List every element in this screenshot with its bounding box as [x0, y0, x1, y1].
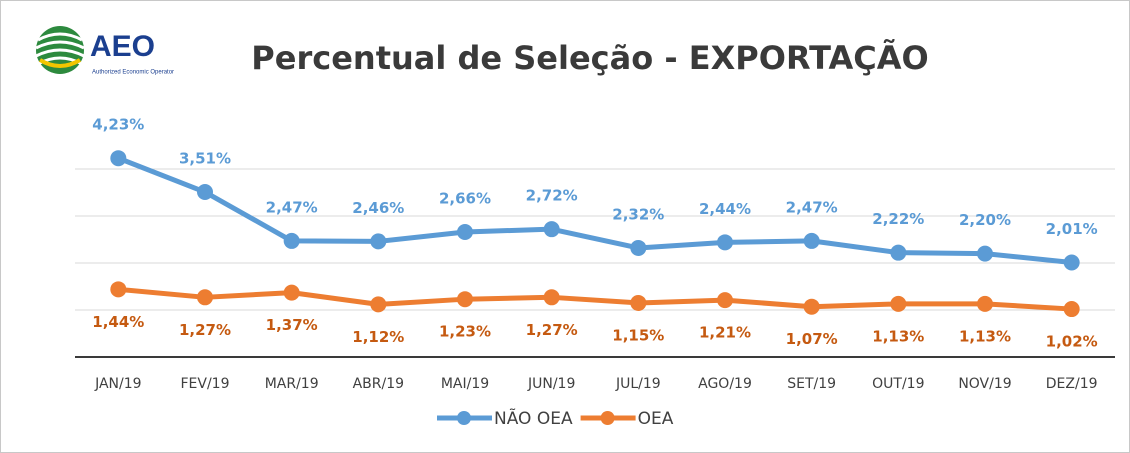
data-label: 1,27%	[526, 321, 578, 339]
data-label: 1,07%	[786, 330, 838, 348]
data-point	[890, 295, 907, 312]
data-label: 1,13%	[872, 327, 924, 345]
logo-subtitle: Authorized Economic Operator	[92, 70, 174, 76]
data-label: 1,27%	[179, 321, 231, 339]
data-point	[630, 239, 647, 256]
data-label: 2,44%	[699, 200, 751, 218]
x-tick-label: MAI/19	[441, 376, 489, 392]
data-label: 2,47%	[266, 198, 318, 216]
x-tick-label: SET/19	[787, 376, 836, 392]
data-label: 1,44%	[92, 313, 144, 331]
data-label: 1,21%	[699, 324, 751, 342]
data-label: 1,13%	[959, 327, 1011, 345]
x-tick-label: MAR/19	[265, 376, 319, 392]
data-point	[543, 289, 560, 306]
data-point	[197, 184, 213, 201]
chart-title: Percentual de Seleção - EXPORTAÇÃO	[251, 39, 928, 77]
data-label: 1,15%	[612, 326, 664, 344]
x-tick-label: ABR/19	[353, 376, 404, 392]
data-point	[457, 291, 473, 308]
data-point	[977, 295, 993, 312]
data-label: 1,23%	[439, 323, 491, 341]
legend-label: NÃO OEA	[494, 407, 573, 429]
legend-marker	[457, 411, 471, 425]
data-point	[283, 284, 300, 301]
data-point	[370, 233, 387, 250]
data-label: 2,22%	[872, 210, 924, 228]
data-point	[197, 289, 213, 306]
data-point	[283, 232, 300, 249]
data-point	[1063, 301, 1080, 318]
data-point	[1063, 254, 1080, 271]
data-label: 2,32%	[612, 205, 664, 223]
x-tick-label: OUT/19	[872, 376, 924, 392]
data-label: 1,12%	[352, 328, 404, 346]
data-label: 4,23%	[92, 116, 144, 134]
x-tick-label: AGO/19	[698, 376, 752, 392]
data-label: 1,37%	[266, 316, 318, 334]
data-label: 2,72%	[526, 187, 578, 205]
logo-text: AEO	[90, 30, 155, 63]
data-point	[803, 298, 820, 315]
data-point	[890, 244, 907, 261]
legend-label: OEA	[638, 409, 674, 429]
x-tick-label: DEZ/19	[1046, 376, 1098, 392]
data-label: 2,20%	[959, 211, 1011, 229]
data-point	[543, 221, 560, 238]
data-label: 2,46%	[352, 199, 404, 217]
data-point	[110, 150, 127, 167]
logo: AEO Authorized Economic Operator	[35, 26, 174, 76]
data-label: 2,66%	[439, 189, 491, 207]
data-label: 1,02%	[1046, 333, 1098, 351]
series-line	[118, 286, 1072, 312]
data-point	[630, 294, 647, 311]
data-label: 2,47%	[786, 198, 838, 216]
x-tick-label: JUL/19	[615, 376, 661, 392]
data-label: 2,01%	[1046, 220, 1098, 238]
x-tick-label: FEV/19	[180, 376, 229, 392]
data-point	[457, 223, 473, 240]
x-tick-label: NOV/19	[958, 376, 1011, 392]
data-point	[110, 281, 127, 298]
data-point	[803, 232, 820, 249]
x-tick-label: JAN/19	[94, 376, 141, 392]
series-line	[117, 155, 1072, 266]
data-point	[717, 234, 733, 251]
data-point	[370, 296, 387, 313]
x-tick-label: JUN/19	[527, 376, 575, 392]
data-label: 3,51%	[179, 150, 231, 168]
data-point	[977, 245, 993, 262]
data-point	[717, 292, 733, 309]
legend-marker	[600, 411, 615, 425]
